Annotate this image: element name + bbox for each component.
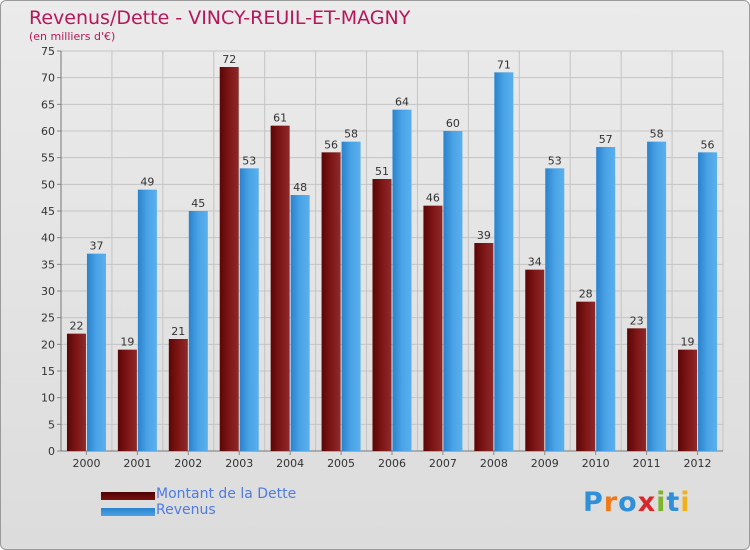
legend-label-dette: Montant de la Dette (156, 486, 297, 502)
logo-letter: x (637, 487, 657, 518)
chart-title: Revenus/Dette - VINCY-REUIL-ET-MAGNY (29, 7, 411, 29)
y-tick-label: 30 (41, 285, 55, 298)
data-label-revenus: 71 (497, 58, 511, 71)
bar-revenus (392, 109, 412, 452)
data-label-revenus: 58 (344, 128, 358, 141)
logo-letter: t (666, 487, 681, 518)
data-label-revenus: 37 (89, 240, 103, 253)
bar-revenus (188, 211, 208, 451)
bar-dette (372, 179, 392, 451)
x-tick-label: 2001 (123, 457, 151, 470)
data-label-dette: 23 (630, 314, 644, 327)
x-tick-label: 2006 (378, 457, 406, 470)
labels-layer: 0 5 10 15 20 25 30 35 40 45 50 55 60 65 70 75 2000 22 37 20… (41, 45, 715, 470)
logo-letter: i (656, 487, 667, 518)
y-tick-label: 20 (41, 338, 55, 351)
data-label-dette: 28 (579, 288, 593, 301)
y-tick-label: 75 (41, 45, 55, 58)
x-tick-label: 2003 (225, 457, 253, 470)
proxiti-logo: Proxiti (583, 487, 691, 518)
y-tick-label: 65 (41, 98, 55, 111)
x-tick-label: 2002 (174, 457, 202, 470)
y-tick-label: 35 (41, 258, 55, 271)
bar-revenus (86, 253, 106, 451)
data-label-dette: 51 (375, 165, 389, 178)
data-label-revenus: 58 (650, 128, 664, 141)
data-label-dette: 22 (69, 320, 83, 333)
y-tick-label: 60 (41, 125, 55, 138)
bar-revenus (341, 141, 361, 451)
bar-revenus (494, 72, 514, 451)
data-label-dette: 19 (681, 336, 695, 349)
chart-subtitle: (en milliers d'€) (29, 30, 116, 43)
x-tick-label: 2008 (480, 457, 508, 470)
y-tick-label: 5 (48, 418, 55, 431)
bar-dette (576, 301, 596, 451)
bar-revenus (239, 168, 259, 452)
bar-revenus (698, 152, 718, 452)
bar-revenus (290, 195, 310, 451)
data-label-dette: 61 (273, 112, 287, 125)
data-label-dette: 21 (171, 325, 185, 338)
bar-revenus (596, 147, 616, 451)
y-tick-label: 45 (41, 205, 55, 218)
bar-dette (627, 328, 647, 451)
bar-revenus (647, 141, 667, 451)
legend-swatch-dette (101, 492, 155, 500)
data-label-revenus: 45 (191, 197, 205, 210)
x-tick-label: 2011 (633, 457, 661, 470)
legend-label-revenus: Revenus (156, 502, 216, 518)
bar-dette (219, 67, 239, 451)
data-label-revenus: 53 (242, 154, 256, 167)
y-tick-label: 10 (41, 392, 55, 405)
data-label-revenus: 48 (293, 181, 307, 194)
data-label-dette: 19 (120, 336, 134, 349)
legend-swatch-revenus (101, 508, 155, 516)
bar-dette (168, 339, 188, 451)
data-label-dette: 39 (477, 229, 491, 242)
data-label-revenus: 53 (548, 154, 562, 167)
y-tick-label: 15 (41, 365, 55, 378)
logo-letter: i (680, 487, 691, 518)
bar-dette (270, 125, 290, 452)
x-tick-label: 2004 (276, 457, 304, 470)
bar-dette (321, 152, 341, 452)
bars-layer (66, 67, 718, 452)
data-label-dette: 46 (426, 192, 440, 205)
bar-revenus (137, 189, 157, 451)
data-label-dette: 34 (528, 256, 542, 269)
y-tick-label: 0 (48, 445, 55, 458)
x-tick-label: 2010 (582, 457, 610, 470)
x-tick-label: 2005 (327, 457, 355, 470)
data-label-revenus: 64 (395, 96, 409, 109)
data-label-revenus: 49 (140, 176, 154, 189)
logo-letter: P (583, 487, 604, 518)
bar-dette (678, 349, 698, 451)
x-tick-label: 2000 (72, 457, 100, 470)
x-tick-label: 2009 (531, 457, 559, 470)
y-tick-label: 55 (41, 152, 55, 165)
y-tick-label: 40 (41, 232, 55, 245)
y-tick-label: 70 (41, 72, 55, 85)
logo-letter: o (618, 487, 638, 518)
data-label-revenus: 60 (446, 117, 460, 130)
data-label-revenus: 57 (599, 133, 613, 146)
x-tick-label: 2007 (429, 457, 457, 470)
bar-revenus (443, 131, 463, 451)
bar-dette (474, 243, 494, 451)
logo-letter: r (603, 487, 619, 518)
data-label-revenus: 56 (701, 138, 715, 151)
x-tick-label: 2012 (684, 457, 712, 470)
bar-revenus (545, 168, 565, 452)
bar-dette (423, 205, 443, 451)
bar-dette (117, 349, 137, 451)
y-tick-label: 50 (41, 178, 55, 191)
bar-dette (66, 333, 86, 451)
bar-dette (525, 269, 545, 451)
y-tick-label: 25 (41, 312, 55, 325)
data-label-dette: 72 (222, 53, 236, 66)
data-label-dette: 56 (324, 138, 338, 151)
